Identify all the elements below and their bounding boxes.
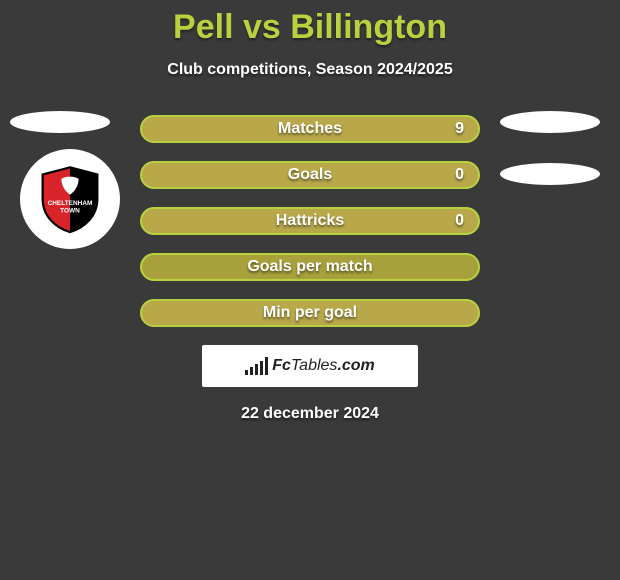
date-text: 22 december 2024 [0, 405, 620, 423]
brand-text: FcTables.com [272, 357, 375, 375]
brand-strong: Fc [272, 357, 291, 374]
stat-row-goals-per-match: Goals per match [140, 253, 480, 281]
stat-value: 9 [455, 120, 464, 138]
stat-label: Min per goal [263, 304, 357, 322]
shield-icon: CHELTENHAM TOWN [34, 163, 106, 235]
placeholder-oval-right-1 [500, 111, 600, 133]
stat-label: Goals per match [247, 258, 372, 276]
brand-end: .com [337, 357, 374, 374]
club-badge: CHELTENHAM TOWN [20, 149, 120, 249]
stat-value: 0 [455, 166, 464, 184]
stat-rows: Matches 9 Goals 0 Hattricks 0 Goals per … [140, 115, 480, 327]
comparison-chart: CHELTENHAM TOWN Matches 9 Goals 0 Hattri… [0, 115, 620, 423]
svg-text:TOWN: TOWN [60, 208, 80, 215]
bars-icon [245, 357, 268, 375]
placeholder-oval-left [10, 111, 110, 133]
stat-label: Goals [288, 166, 332, 184]
placeholder-oval-right-2 [500, 163, 600, 185]
stat-row-goals: Goals 0 [140, 161, 480, 189]
stat-row-min-per-goal: Min per goal [140, 299, 480, 327]
stat-label: Matches [278, 120, 342, 138]
stat-value: 0 [455, 212, 464, 230]
stat-row-matches: Matches 9 [140, 115, 480, 143]
svg-text:CHELTENHAM: CHELTENHAM [48, 200, 93, 207]
brand-light: Tables [291, 357, 338, 374]
subtitle: Club competitions, Season 2024/2025 [0, 61, 620, 79]
page-title: Pell vs Billington [0, 0, 620, 47]
stat-label: Hattricks [276, 212, 344, 230]
brand-watermark: FcTables.com [202, 345, 418, 387]
stat-row-hattricks: Hattricks 0 [140, 207, 480, 235]
